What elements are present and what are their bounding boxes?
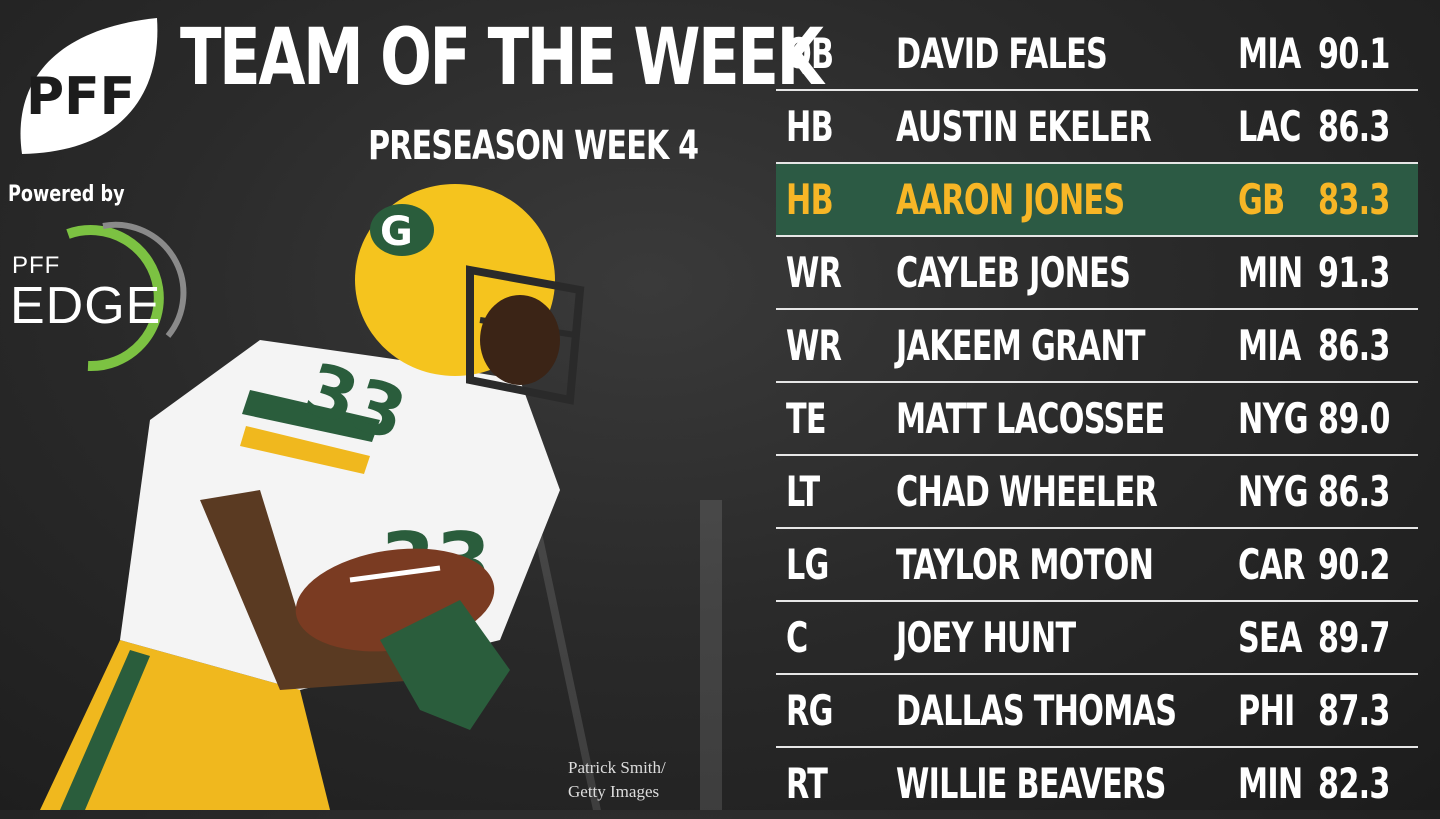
roster-row-te: TE MATT LACOSSEE NYG 89.0 bbox=[776, 383, 1418, 456]
row-team: NYG bbox=[1238, 394, 1309, 443]
pff-edge-logo-bottom: EDGE bbox=[10, 277, 162, 335]
row-team: PHI bbox=[1238, 686, 1295, 735]
row-team: CAR bbox=[1238, 540, 1305, 589]
row-team: MIN bbox=[1238, 759, 1303, 808]
roster-row-lt: LT CHAD WHEELER NYG 86.3 bbox=[776, 456, 1418, 529]
roster-row-hb-2-highlighted: HB AARON JONES GB 83.3 bbox=[776, 164, 1418, 237]
row-position: C bbox=[786, 613, 808, 662]
roster-row-rt: RT WILLIE BEAVERS MIN 82.3 bbox=[776, 748, 1418, 819]
row-position: WR bbox=[786, 321, 842, 370]
powered-by-label: Powered by bbox=[8, 182, 125, 207]
row-position: TE bbox=[786, 394, 827, 443]
roster-row-wr-2: WR JAKEEM GRANT MIA 86.3 bbox=[776, 310, 1418, 383]
row-grade: 89.7 bbox=[1318, 613, 1390, 662]
row-grade: 82.3 bbox=[1318, 759, 1390, 808]
row-player-name: MATT LACOSSEE bbox=[896, 394, 1165, 443]
page-subtitle: PRESEASON WEEK 4 bbox=[367, 123, 699, 169]
row-grade: 90.2 bbox=[1318, 540, 1390, 589]
row-grade: 87.3 bbox=[1318, 686, 1390, 735]
roster-row-hb-1: HB AUSTIN EKELER LAC 86.3 bbox=[776, 91, 1418, 164]
field-line bbox=[700, 500, 722, 810]
row-team: MIA bbox=[1238, 29, 1301, 78]
row-position: WR bbox=[786, 248, 842, 297]
row-grade: 90.1 bbox=[1318, 29, 1390, 78]
row-position: RT bbox=[786, 759, 828, 808]
pff-logo-text: PFF bbox=[26, 67, 135, 127]
row-grade: 86.3 bbox=[1318, 467, 1390, 516]
roster-row-wr-1: WR CAYLEB JONES MIN 91.3 bbox=[776, 237, 1418, 310]
roster-row-rg: RG DALLAS THOMAS PHI 87.3 bbox=[776, 675, 1418, 748]
row-position: QB bbox=[786, 29, 834, 78]
row-player-name: DAVID FALES bbox=[896, 29, 1108, 78]
row-player-name: WILLIE BEAVERS bbox=[896, 759, 1166, 808]
row-player-name: JAKEEM GRANT bbox=[896, 321, 1146, 370]
pff-edge-logo bbox=[66, 221, 187, 372]
row-team: NYG bbox=[1238, 467, 1309, 516]
row-position: RG bbox=[786, 686, 833, 735]
row-grade: 83.3 bbox=[1318, 175, 1390, 224]
row-position: LT bbox=[786, 467, 820, 516]
photo-credit-line1: Patrick Smith/ bbox=[568, 758, 666, 777]
row-grade: 91.3 bbox=[1318, 248, 1390, 297]
row-position: LG bbox=[786, 540, 829, 589]
row-player-name: CAYLEB JONES bbox=[896, 248, 1131, 297]
row-grade: 89.0 bbox=[1318, 394, 1390, 443]
row-team: MIA bbox=[1238, 321, 1301, 370]
photo-credit: Patrick Smith/ Getty Images bbox=[568, 756, 718, 804]
svg-text:G: G bbox=[380, 209, 413, 255]
row-position: HB bbox=[786, 102, 834, 151]
row-player-name: CHAD WHEELER bbox=[896, 467, 1158, 516]
roster-row-lg: LG TAYLOR MOTON CAR 90.2 bbox=[776, 529, 1418, 602]
row-player-name: JOEY HUNT bbox=[896, 613, 1076, 662]
row-player-name: TAYLOR MOTON bbox=[896, 540, 1154, 589]
row-position: HB bbox=[786, 175, 834, 224]
row-team: MIN bbox=[1238, 248, 1303, 297]
row-player-name: AUSTIN EKELER bbox=[896, 102, 1152, 151]
row-player-name: AARON JONES bbox=[896, 175, 1125, 224]
row-team: SEA bbox=[1238, 613, 1302, 662]
row-team: LAC bbox=[1238, 102, 1301, 151]
pff-logo: PFF bbox=[20, 18, 158, 154]
page-title: TEAM OF THE WEEK bbox=[180, 13, 824, 103]
row-player-name: DALLAS THOMAS bbox=[896, 686, 1177, 735]
roster-row-qb: QB DAVID FALES MIA 90.1 bbox=[776, 18, 1418, 91]
player-photo: 33 33 G bbox=[40, 184, 585, 810]
photo-credit-line2: Getty Images bbox=[568, 782, 660, 801]
roster-table: QB DAVID FALES MIA 90.1 HB AUSTIN EKELER… bbox=[776, 18, 1418, 819]
row-grade: 86.3 bbox=[1318, 102, 1390, 151]
row-grade: 86.3 bbox=[1318, 321, 1390, 370]
roster-row-c: C JOEY HUNT SEA 89.7 bbox=[776, 602, 1418, 675]
pff-edge-logo-top: PFF bbox=[12, 252, 61, 279]
row-team: GB bbox=[1238, 175, 1285, 224]
